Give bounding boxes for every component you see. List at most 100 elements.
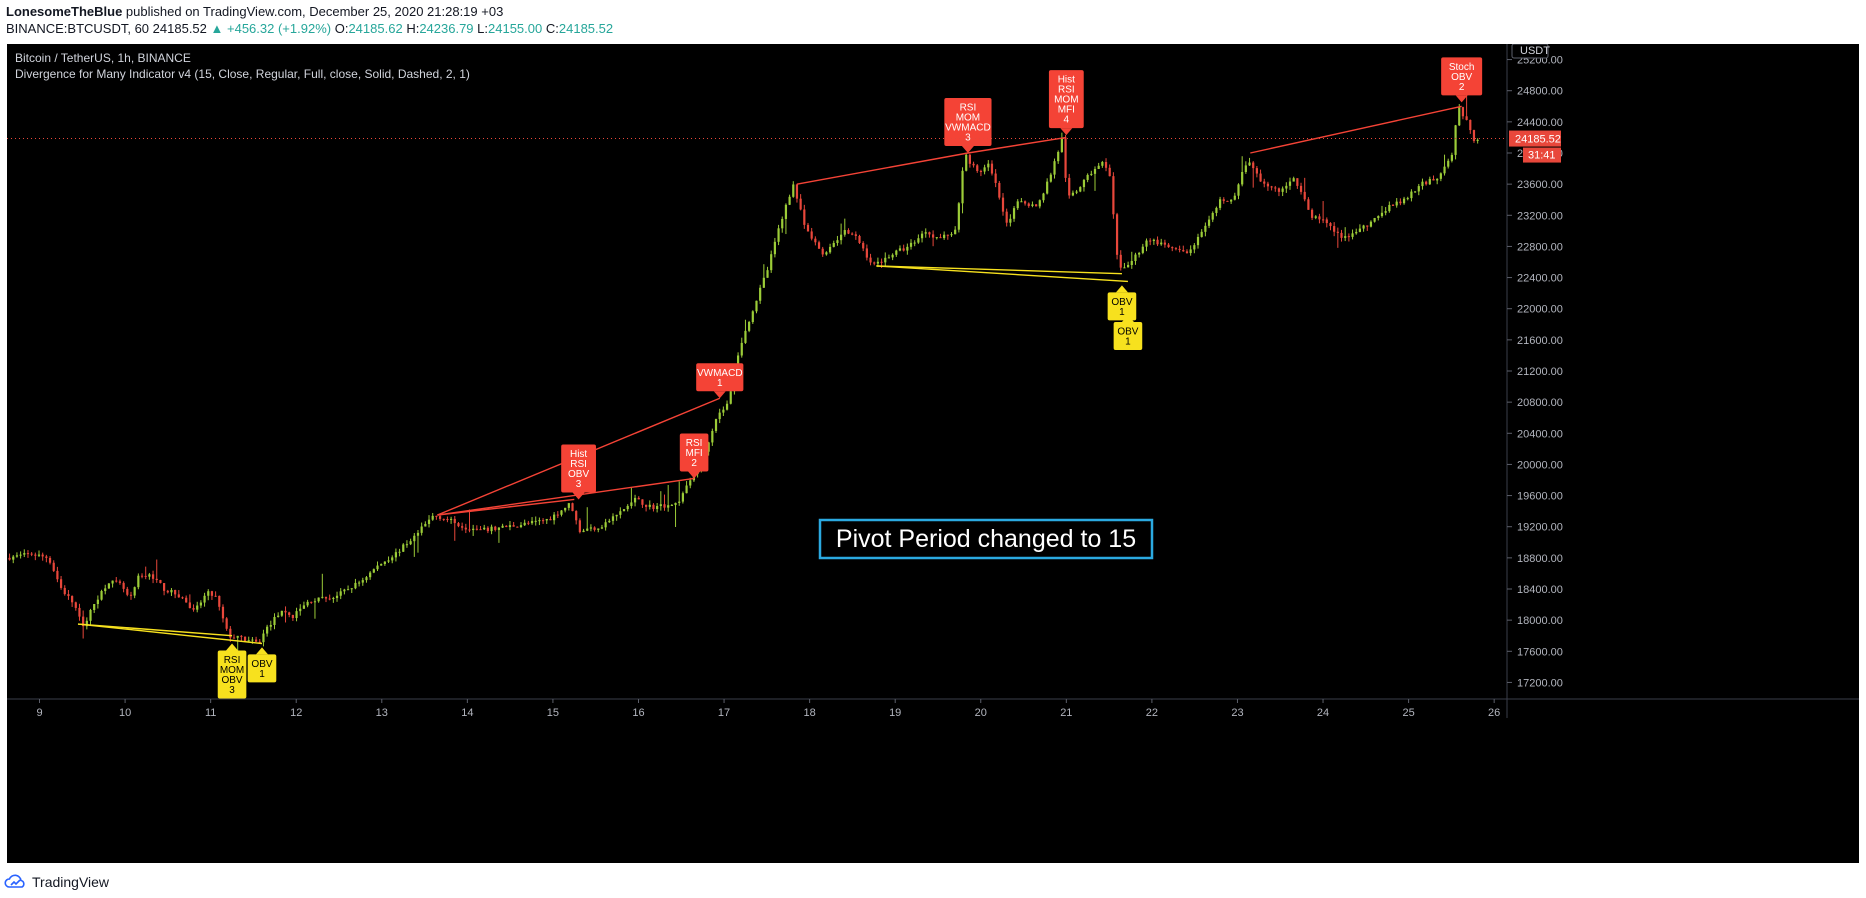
candle-body [229, 628, 232, 638]
candle-body [299, 608, 302, 612]
candle-body [232, 637, 236, 639]
candle-body [862, 242, 865, 249]
candle-body [166, 590, 169, 593]
candle-body [582, 530, 585, 533]
candle-body [961, 170, 964, 204]
candle-body [104, 588, 107, 592]
low-value: 24155.00 [488, 21, 543, 36]
candle-body [821, 248, 824, 255]
candle-body [12, 556, 15, 560]
candle-body [1082, 179, 1086, 188]
candle-body [1079, 187, 1082, 192]
candle-body [1134, 254, 1137, 261]
divergence-label-text: RSI [1058, 85, 1075, 96]
candle-body [420, 526, 423, 533]
candle-body [854, 234, 857, 236]
candle-body [306, 601, 309, 606]
candle-body [302, 605, 306, 609]
candle-body [155, 578, 158, 581]
candle-body [1402, 198, 1406, 204]
candle-body [1060, 138, 1063, 152]
candle-body [906, 246, 909, 251]
candle-body [909, 242, 913, 247]
candle-body [339, 591, 342, 596]
divergence-label-text: MFI [1058, 105, 1075, 116]
divergence-label-text: 4 [1064, 115, 1070, 126]
candle-body [725, 403, 729, 410]
candle-body [545, 518, 548, 521]
candle-body [1020, 201, 1023, 203]
chart-panel[interactable]: RSI MOM VWMACD 3 Hist RSI MOM MFI 4 Stoch OBV 2 VWMA… [7, 44, 1859, 863]
candle-body [1241, 171, 1244, 185]
candle-body [479, 529, 482, 531]
price-scale[interactable] [1507, 44, 1859, 863]
candle-body [843, 230, 846, 235]
divergence-label-text: 2 [1459, 82, 1465, 93]
author-name[interactable]: LonesomeTheBlue [6, 4, 123, 19]
candle-body [413, 535, 416, 542]
candle-body [262, 633, 265, 643]
candle-body [586, 528, 589, 531]
candle-body [30, 553, 33, 555]
y-tick-label: 24400.00 [1517, 117, 1563, 129]
divergence-label-text: Hist [570, 449, 587, 460]
candle-body [199, 602, 202, 606]
y-tick-label: 24800.00 [1517, 86, 1563, 98]
bearish-divergence-line [967, 136, 1067, 154]
candle-body [497, 527, 501, 530]
countdown-tag [1523, 147, 1561, 163]
x-tick-label: 19 [889, 707, 901, 719]
candle-body [1358, 228, 1362, 232]
candle-body [398, 551, 401, 553]
candle-body [218, 595, 221, 607]
candle-body [41, 554, 44, 557]
candle-body [1167, 244, 1170, 248]
candle-body [214, 595, 217, 597]
x-tick-label: 26 [1488, 707, 1500, 719]
y-tick-label: 20800.00 [1517, 397, 1563, 409]
candle-body [111, 580, 114, 584]
candle-body [170, 590, 173, 593]
candle-body [1031, 204, 1034, 206]
candle-body [784, 204, 788, 219]
candle-body [1314, 216, 1317, 218]
candle-body [67, 594, 70, 597]
open-label: O: [334, 21, 349, 36]
x-tick-label: 25 [1402, 707, 1414, 719]
candle-body [1204, 225, 1207, 232]
candle-body [133, 587, 136, 596]
bearish-divergence-line [1250, 105, 1462, 154]
candle-body [902, 248, 905, 251]
candle-body [1211, 212, 1214, 220]
candle-body [1244, 165, 1247, 172]
candle-body [129, 594, 133, 596]
footer-brand[interactable]: TradingView [4, 871, 109, 893]
candle-body [1288, 181, 1292, 186]
candle-body [954, 229, 957, 235]
candle-body [1377, 216, 1380, 219]
candle-body [560, 510, 563, 515]
candle-body [1285, 185, 1288, 189]
candle-body [1075, 191, 1078, 193]
bearish-divergence-line [796, 152, 969, 185]
y-tick-label: 21200.00 [1517, 366, 1563, 378]
candle-body [714, 419, 718, 431]
candle-body [567, 503, 570, 508]
bullish-divergence-line [77, 623, 233, 637]
candle-body [1263, 181, 1266, 184]
candle-body [122, 582, 125, 589]
candle-body [530, 521, 534, 524]
candle-body [1049, 174, 1052, 182]
candle-body [387, 560, 390, 562]
candle-body [519, 525, 523, 527]
candle-body [56, 570, 59, 580]
candle-body [788, 196, 791, 205]
candle-body [1336, 231, 1339, 233]
candle-body [1001, 197, 1005, 212]
candle-body [1156, 239, 1159, 245]
candle-body [324, 596, 328, 599]
price-chart[interactable]: RSIMOMVWMACD3HistRSIMOMMFI4StochOBV2VWMA… [7, 44, 1859, 863]
last-price-tag-text: 24185.52 [1515, 134, 1561, 146]
candle-body [93, 603, 96, 610]
